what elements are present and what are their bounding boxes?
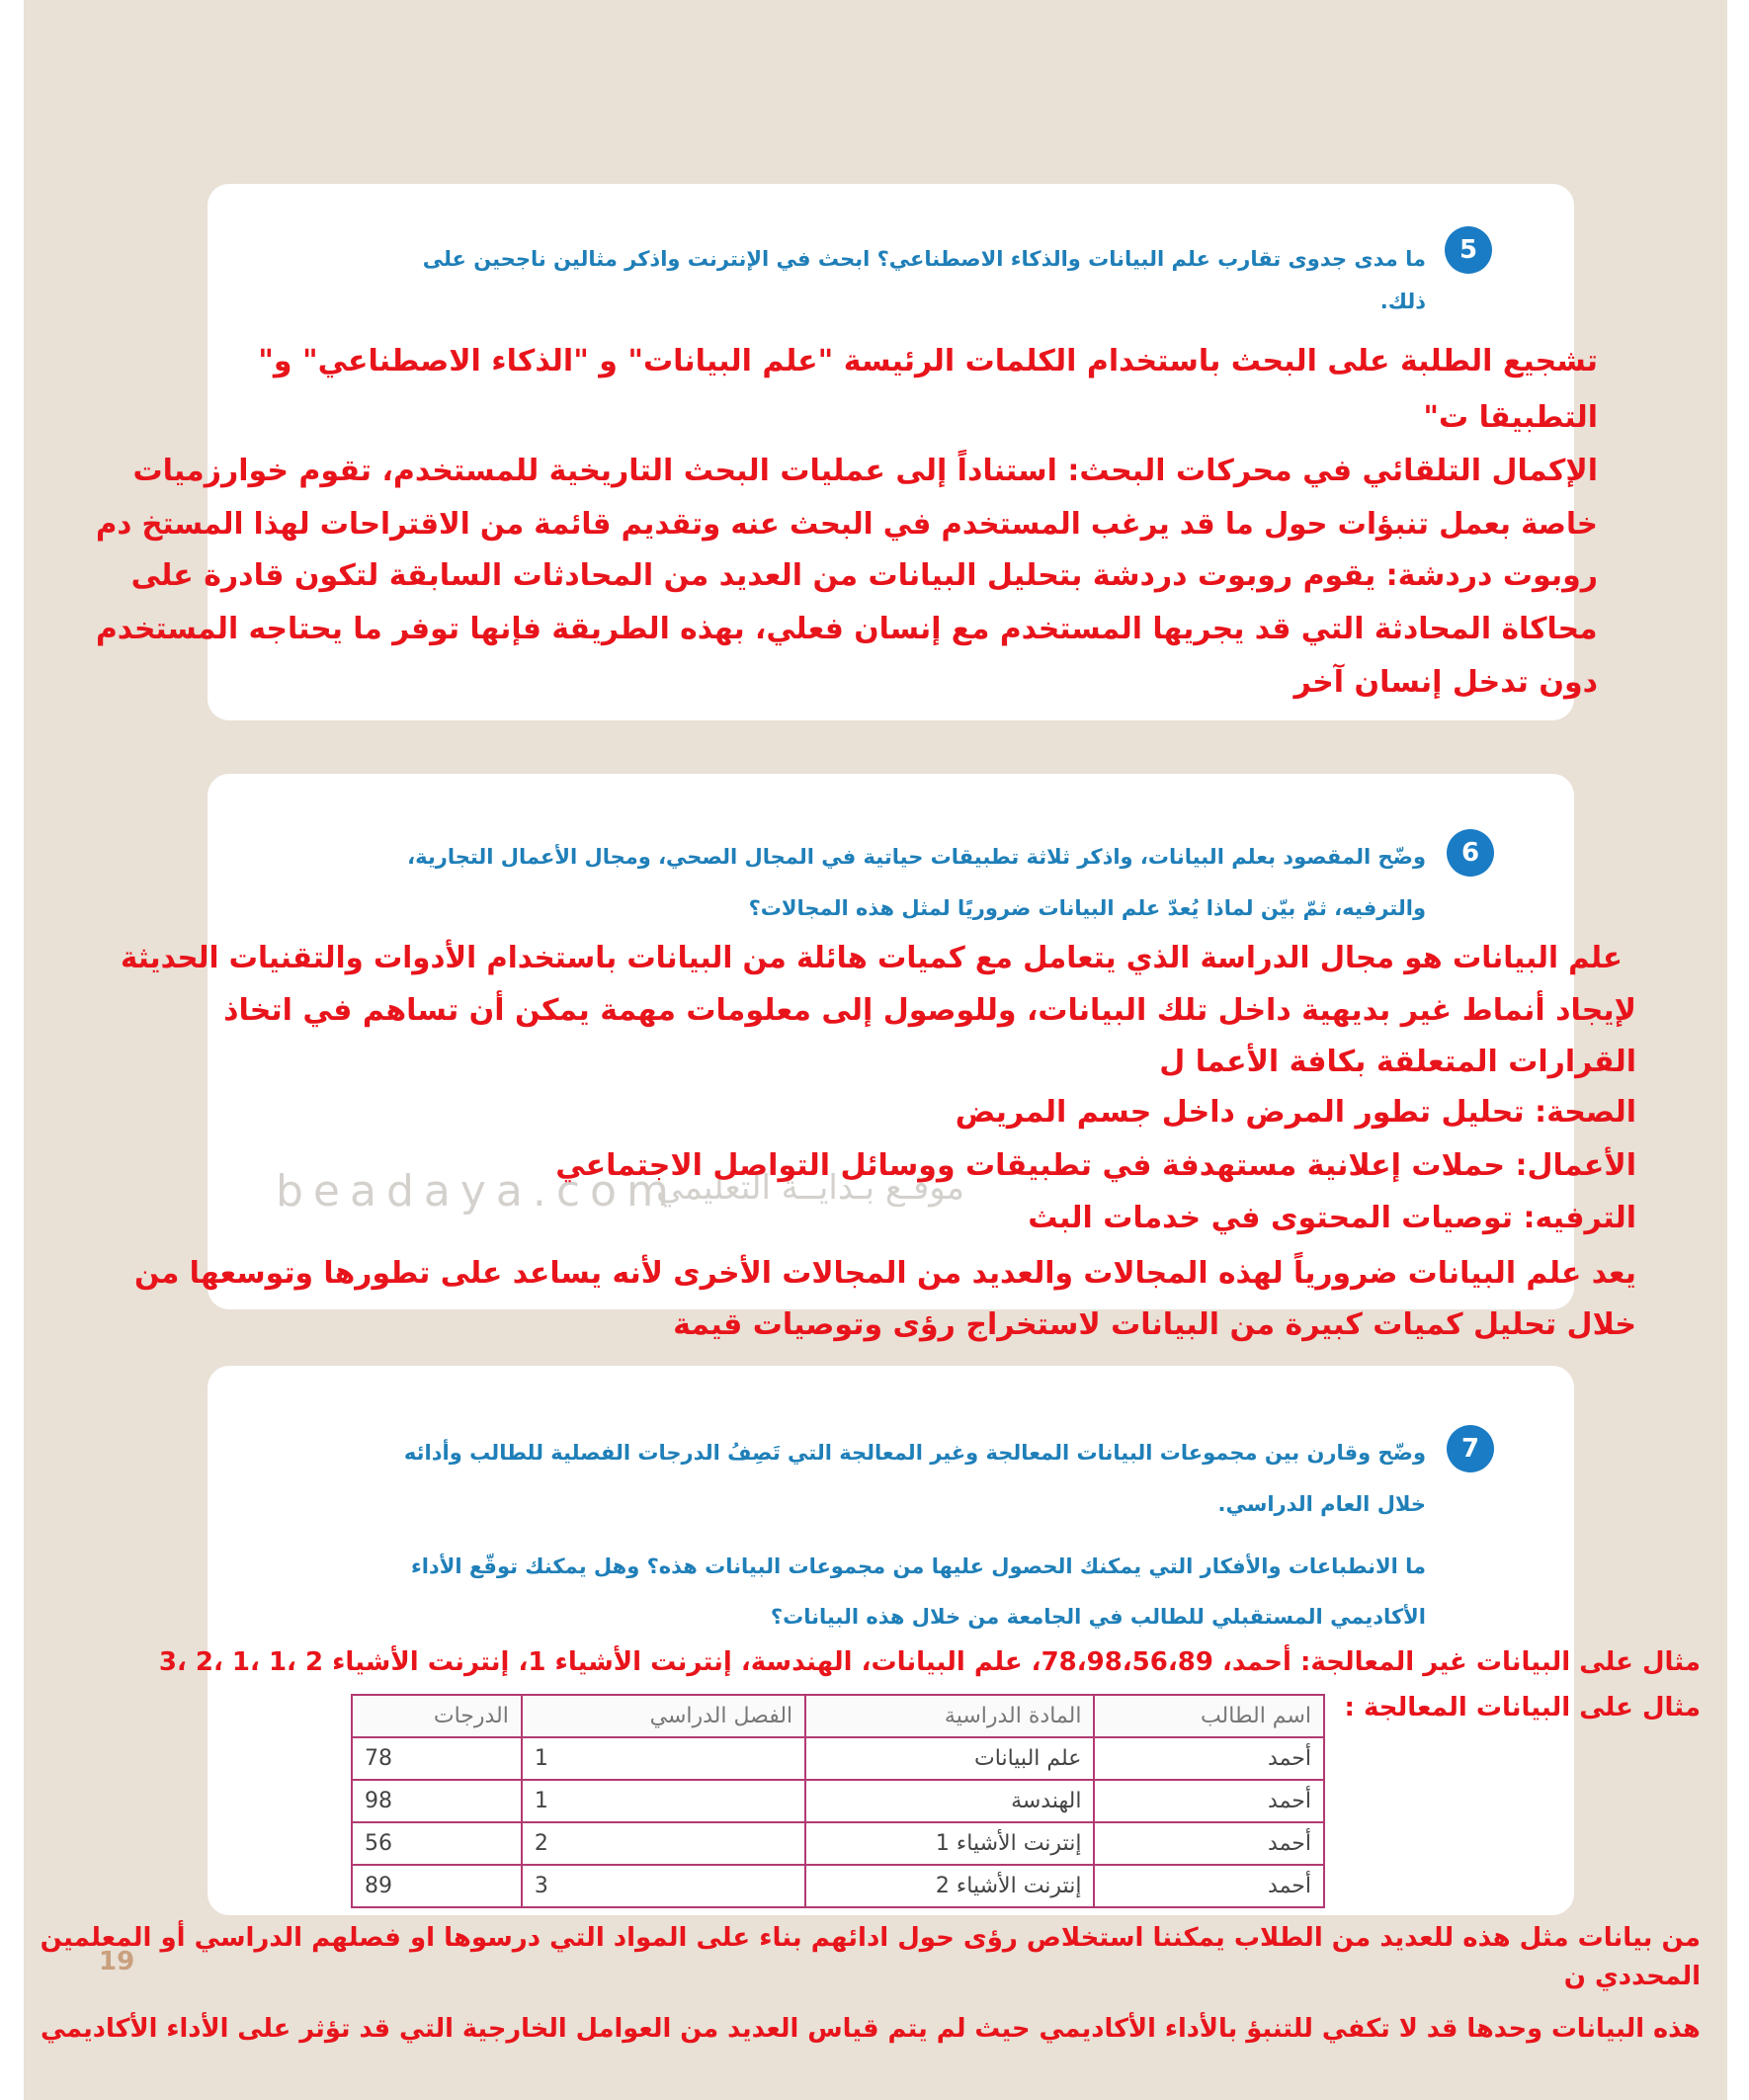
question-text: ما الانطباعات والأفكار التي يمكنك الحصول… [410,1554,1426,1578]
question-text: خلال العام الدراسي. [1217,1491,1426,1516]
answer-text: الإكمال التلقائي في محركات البحث: استناد… [132,454,1598,488]
table-cell: علم البيانات [804,1736,1096,1781]
answer-text: خاصة بعمل تنبؤات حول ما قد يرغب المستخدم… [96,507,1598,542]
answer-text: روبوت دردشة: يقوم روبوت دردشة بتحليل الب… [130,558,1598,593]
question-text: ما مدى جدوى تقارب علم البيانات والذكاء ا… [422,246,1426,271]
answer-text: لإيجاد أنماط غير بديهية داخل تلك البيانا… [223,993,1636,1028]
table-cell: 89 [351,1864,523,1908]
answer-text: دون تدخل إنسان آخر [1293,665,1599,700]
question-text: وضّح وقارن بين مجموعات البيانات المعالجة… [403,1440,1426,1465]
answer-text: مثال على البيانات غير المعالجة: أحمد، 78… [158,1647,1701,1677]
table-header: اسم الطالب [1093,1694,1325,1738]
table-row: أحمد إنترنت الأشياء 2 3 89 [351,1864,1325,1908]
table-cell: 1 [520,1736,807,1781]
answer-text: التطبيقا ت" [1423,400,1598,435]
question-number: 7 [1447,1425,1494,1472]
table-header: الدرجات [351,1694,523,1738]
question-box [208,184,1574,720]
watermark-name: موقـع بـدايــة التعليمي [656,1168,965,1208]
answer-text: الترفيه: توصيات المحتوى في خدمات البث [1028,1201,1636,1235]
table-cell: 2 [520,1821,807,1866]
table-cell: 1 [520,1779,807,1823]
question-number: 6 [1447,829,1494,877]
table-row: أحمد الهندسة 1 98 [351,1779,1325,1823]
question-text: وضّح المقصود بعلم البيانات، واذكر ثلاثة … [407,844,1426,869]
answer-text: المحددي ن [1563,1962,1701,1991]
answer-text: تشجيع الطلبة على البحث باستخدام الكلمات … [258,344,1598,378]
table-header: المادة الدراسية [804,1694,1096,1738]
question-box [208,774,1574,1309]
answer-text: هذه البيانات وحدها قد لا تكفي للتنبؤ بال… [41,2014,1701,2044]
page: beadaya.com موقـع بـدايــة التعليمي [24,0,1727,2100]
answer-text: القرارات المتعلقة بكافة الأعما ل [1159,1045,1636,1079]
answer-text: مثال على البيانات المعالجة : [1344,1693,1701,1722]
table-row: أحمد إنترنت الأشياء 1 2 56 [351,1821,1325,1866]
table-cell: أحمد [1093,1736,1325,1781]
data-table: اسم الطالب المادة الدراسية الفصل الدراسي ال… [351,1694,1325,1908]
answer-text: الصحة: تحليل تطور المرض داخل جسم المريض [955,1095,1636,1130]
table-cell: 78 [351,1736,523,1781]
watermark-site: beadaya.com [276,1166,679,1217]
answer-text: خلال تحليل كميات كبيرة من البيانات لاستخ… [673,1307,1636,1342]
answer-text: الأعمال: حملات إعلانية مستهدفة في تطبيقا… [555,1148,1636,1183]
answer-text: يعد علم البيانات ضرورياً لهذه المجالات و… [134,1256,1636,1291]
question-text: الأكاديمي المستقبلي للطالب في الجامعة من… [770,1604,1426,1629]
table-cell: أحمد [1093,1864,1325,1908]
question-number: 5 [1445,226,1492,274]
page-number: 19 [99,1947,135,1976]
table-cell: 56 [351,1821,523,1866]
table-cell: إنترنت الأشياء 2 [804,1864,1096,1908]
table-cell: 3 [520,1864,807,1908]
question-text: ذلك. [1379,289,1426,313]
table-header: الفصل الدراسي [520,1694,807,1738]
answer-text: محاكاة المحادثة التي قد يجريها المستخدم … [96,612,1598,646]
answer-text: من بيانات مثل هذه للعديد من الطلاب يمكنن… [40,1923,1701,1953]
table-row: أحمد علم البيانات 1 78 [351,1736,1325,1781]
table-cell: إنترنت الأشياء 1 [804,1821,1096,1866]
answer-text: علم البيانات هو مجال الدراسة الذي يتعامل… [121,941,1623,975]
table-cell: أحمد [1093,1779,1325,1823]
question-text: والترفيه، ثمّ بيّن لماذا يُعدّ علم البيا… [748,895,1426,920]
table-cell: الهندسة [804,1779,1096,1823]
table-cell: 98 [351,1779,523,1823]
table-cell: أحمد [1093,1821,1325,1866]
